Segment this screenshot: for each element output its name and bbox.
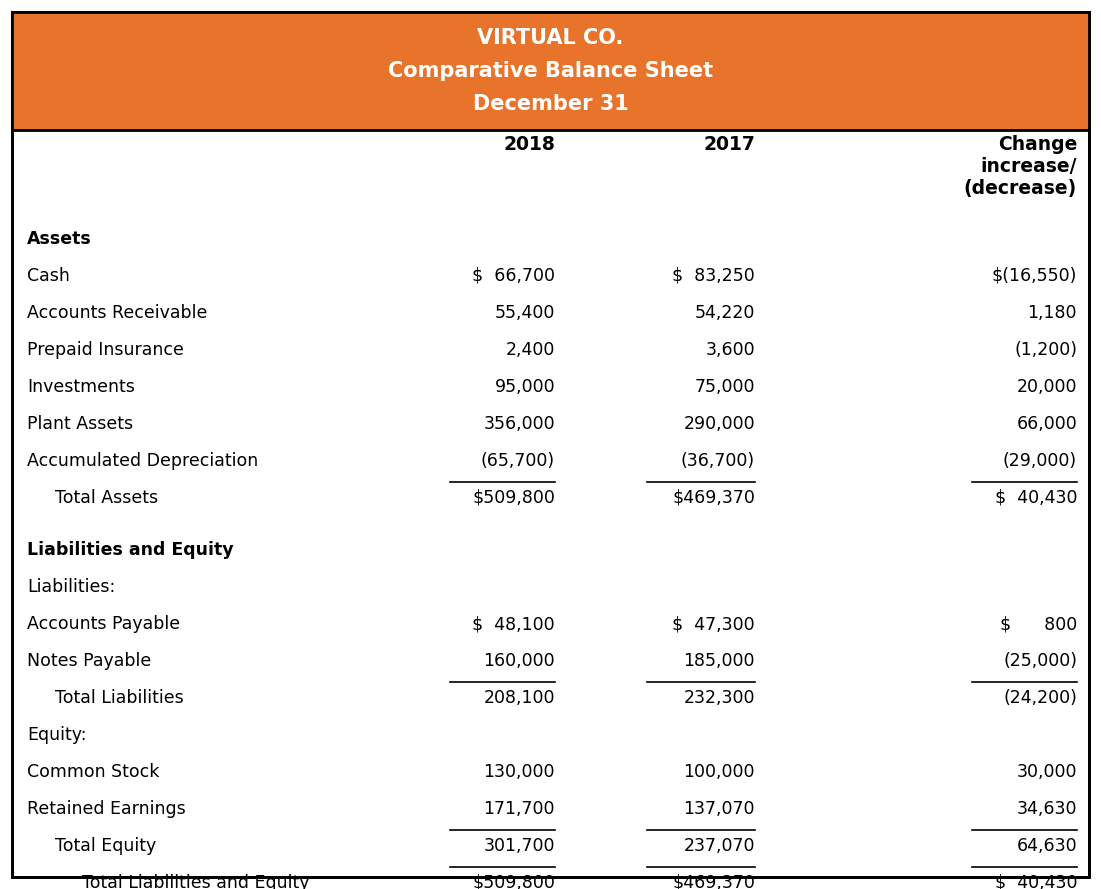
Text: 160,000: 160,000 xyxy=(483,652,555,670)
Text: 3,600: 3,600 xyxy=(706,341,755,359)
Text: 290,000: 290,000 xyxy=(684,415,755,433)
Text: 95,000: 95,000 xyxy=(494,378,555,396)
Text: Investments: Investments xyxy=(28,378,135,396)
Text: Assets: Assets xyxy=(28,230,91,248)
Text: 75,000: 75,000 xyxy=(695,378,755,396)
Text: (25,000): (25,000) xyxy=(1003,652,1077,670)
Text: (1,200): (1,200) xyxy=(1014,341,1077,359)
Text: Liabilities and Equity: Liabilities and Equity xyxy=(28,541,233,559)
Text: Accounts Payable: Accounts Payable xyxy=(28,615,181,633)
Text: 64,630: 64,630 xyxy=(1016,837,1077,855)
Text: 100,000: 100,000 xyxy=(684,763,755,781)
Text: 2018: 2018 xyxy=(503,135,555,154)
Text: Accounts Receivable: Accounts Receivable xyxy=(28,304,207,322)
Text: $  40,430: $ 40,430 xyxy=(994,874,1077,889)
Text: 185,000: 185,000 xyxy=(684,652,755,670)
Text: Plant Assets: Plant Assets xyxy=(28,415,133,433)
Text: 232,300: 232,300 xyxy=(684,689,755,707)
Text: 171,700: 171,700 xyxy=(483,800,555,818)
Text: 130,000: 130,000 xyxy=(483,763,555,781)
Text: 55,400: 55,400 xyxy=(494,304,555,322)
Text: 356,000: 356,000 xyxy=(483,415,555,433)
Text: $  66,700: $ 66,700 xyxy=(472,267,555,285)
Text: December 31: December 31 xyxy=(472,94,629,114)
Text: $  47,300: $ 47,300 xyxy=(673,615,755,633)
Text: $      800: $ 800 xyxy=(1000,615,1077,633)
Text: 30,000: 30,000 xyxy=(1016,763,1077,781)
Text: Liabilities:: Liabilities: xyxy=(28,578,116,596)
Text: 2,400: 2,400 xyxy=(505,341,555,359)
Text: $509,800: $509,800 xyxy=(472,489,555,507)
Text: Total Liabilities and Equity: Total Liabilities and Equity xyxy=(81,874,309,889)
Text: 2017: 2017 xyxy=(704,135,755,154)
Text: $469,370: $469,370 xyxy=(672,874,755,889)
Text: Total Assets: Total Assets xyxy=(55,489,159,507)
Text: $  83,250: $ 83,250 xyxy=(673,267,755,285)
Text: Equity:: Equity: xyxy=(28,726,87,744)
Text: Retained Earnings: Retained Earnings xyxy=(28,800,186,818)
Text: Accumulated Depreciation: Accumulated Depreciation xyxy=(28,452,259,470)
Text: $  40,430: $ 40,430 xyxy=(994,489,1077,507)
Text: 137,070: 137,070 xyxy=(684,800,755,818)
Text: 34,630: 34,630 xyxy=(1016,800,1077,818)
Text: 1,180: 1,180 xyxy=(1027,304,1077,322)
Text: Total Equity: Total Equity xyxy=(55,837,156,855)
Text: (36,700): (36,700) xyxy=(680,452,755,470)
Text: (24,200): (24,200) xyxy=(1003,689,1077,707)
Text: Notes Payable: Notes Payable xyxy=(28,652,151,670)
Text: Total Liabilities: Total Liabilities xyxy=(55,689,184,707)
Text: Cash: Cash xyxy=(28,267,69,285)
Text: $509,800: $509,800 xyxy=(472,874,555,889)
Text: (65,700): (65,700) xyxy=(481,452,555,470)
Text: (29,000): (29,000) xyxy=(1003,452,1077,470)
Text: $  48,100: $ 48,100 xyxy=(472,615,555,633)
Text: VIRTUAL CO.: VIRTUAL CO. xyxy=(478,28,623,48)
Text: 301,700: 301,700 xyxy=(483,837,555,855)
Bar xyxy=(12,12,1089,130)
Text: $469,370: $469,370 xyxy=(672,489,755,507)
Text: Prepaid Insurance: Prepaid Insurance xyxy=(28,341,184,359)
Text: Common Stock: Common Stock xyxy=(28,763,160,781)
Text: 20,000: 20,000 xyxy=(1016,378,1077,396)
Text: Comparative Balance Sheet: Comparative Balance Sheet xyxy=(388,61,713,81)
Text: $(16,550): $(16,550) xyxy=(992,267,1077,285)
Text: 54,220: 54,220 xyxy=(695,304,755,322)
Text: 66,000: 66,000 xyxy=(1016,415,1077,433)
Text: 237,070: 237,070 xyxy=(684,837,755,855)
Text: 208,100: 208,100 xyxy=(483,689,555,707)
Text: Change
increase/
(decrease): Change increase/ (decrease) xyxy=(963,135,1077,198)
